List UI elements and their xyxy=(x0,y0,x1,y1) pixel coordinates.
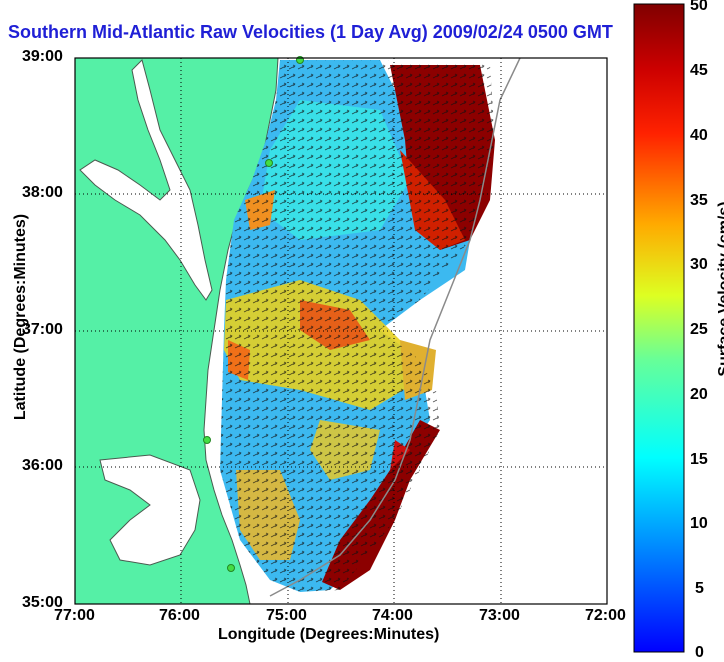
plot-frame xyxy=(74,57,608,605)
colorbar-tick: 30 xyxy=(690,256,708,273)
y-tick: 36:00 xyxy=(22,457,63,474)
radar-stations xyxy=(203,56,304,572)
velocity-field xyxy=(220,60,495,592)
colorbar-tick: 35 xyxy=(690,192,708,209)
y-tick: 39:00 xyxy=(22,48,63,65)
x-tick: 76:00 xyxy=(159,607,200,624)
x-tick: 73:00 xyxy=(479,607,520,624)
x-axis-label: Longitude (Degrees:Minutes) xyxy=(218,626,440,643)
x-tick: 75:00 xyxy=(266,607,307,624)
colorbar-tick: 5 xyxy=(695,580,704,597)
grid-lines xyxy=(75,58,607,604)
bathymetry-contour xyxy=(269,58,521,597)
colorbar-tick: 40 xyxy=(690,127,708,144)
x-tick: 72:00 xyxy=(585,607,626,624)
sound-water xyxy=(99,454,201,566)
station-marker xyxy=(227,564,235,572)
y-tick: 35:00 xyxy=(22,594,63,611)
y-axis-label: Latitude (Degrees:Minutes) xyxy=(12,213,29,421)
y-tick: 37:00 xyxy=(22,321,63,338)
colorbar-tick: 20 xyxy=(690,386,708,403)
station-marker xyxy=(203,436,211,444)
colorbar-tick: 10 xyxy=(690,515,708,532)
station-marker xyxy=(265,159,273,167)
bay-water xyxy=(79,59,213,301)
colorbar-tick: 25 xyxy=(690,321,708,338)
y-tick: 38:00 xyxy=(22,184,63,201)
map-title: Southern Mid-Atlantic Raw Velocities (1 … xyxy=(8,22,613,42)
colorbar-tick: 15 xyxy=(690,451,708,468)
colorbar-tick: 50 xyxy=(690,0,708,14)
colorbar-tick: 45 xyxy=(690,62,708,79)
colorbar-tick: 0 xyxy=(695,644,704,661)
colorbar xyxy=(633,3,685,653)
x-tick: 77:00 xyxy=(54,607,95,624)
x-tick: 74:00 xyxy=(372,607,413,624)
colorbar-label: Surface Velocity (cm/s) xyxy=(716,201,724,377)
